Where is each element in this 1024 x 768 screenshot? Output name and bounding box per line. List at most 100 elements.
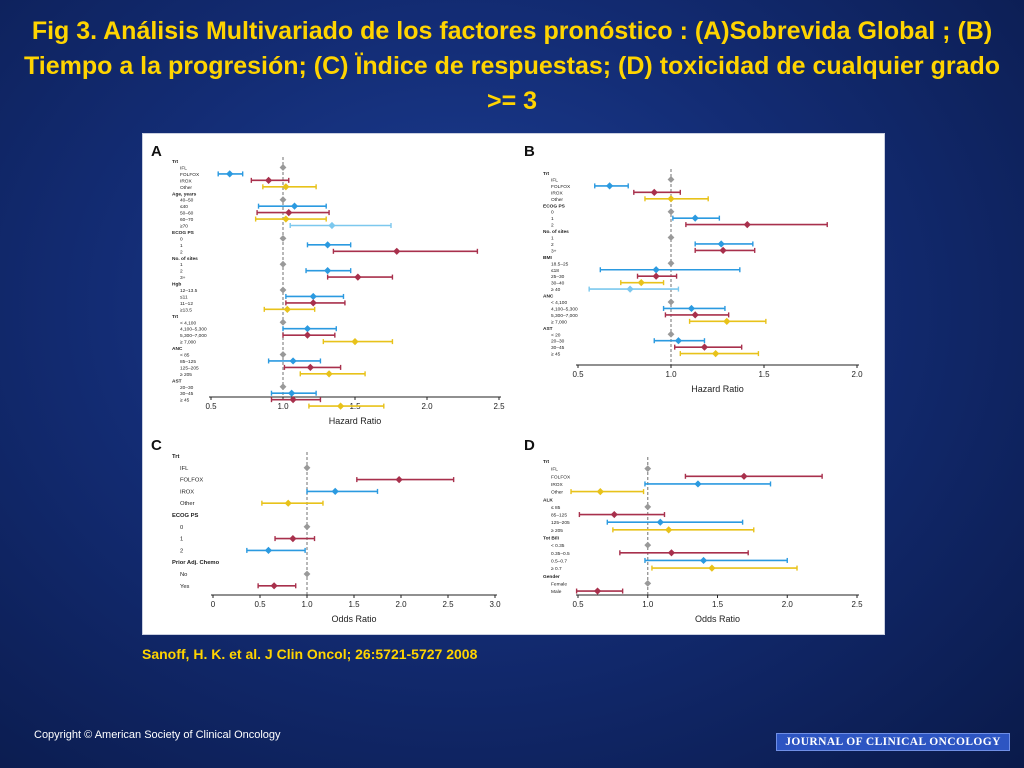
panel-c-group-label: ECOG PS: [172, 513, 199, 519]
panel-b-estimate-point: [667, 298, 675, 306]
panel-a-row-label: ≥ 45: [180, 398, 190, 404]
panel-b-estimate-point: [652, 266, 660, 274]
panel-a-group-label: ANC: [172, 346, 183, 352]
panel-d-group-label: ALK: [543, 497, 553, 503]
panel-b-group-label: No. of sites: [543, 229, 569, 235]
panel-b-row-label: 3+: [551, 248, 557, 254]
panel-a-group-label: No. of sites: [172, 256, 198, 262]
panel-a-row-label: 20–30: [180, 385, 194, 391]
panel-b-group-label: AST: [543, 326, 553, 332]
panel-d-row-label: FOLFOX: [551, 474, 571, 480]
panel-b-estimate-point: [743, 221, 751, 229]
panel-c-tick-label: 0: [211, 600, 216, 609]
panel-a-estimate-point: [289, 357, 297, 365]
panel-c-estimate-point: [264, 546, 273, 554]
panel-d-row-label: Female: [551, 581, 567, 587]
panel-c-row-label: No: [180, 572, 187, 578]
panel-b-row-label: 30–45: [551, 345, 565, 351]
panel-b-row-label: 1: [551, 216, 554, 222]
panel-a-row-label: 2: [180, 249, 183, 255]
panel-d-estimate-point: [644, 503, 652, 511]
panel-b-group-label: ANC: [543, 294, 554, 300]
panel-d-row-label: 85–125: [551, 513, 567, 519]
panel-a-row-label: 11–12: [180, 301, 193, 307]
panel-a-estimate-point: [309, 292, 317, 301]
panel-b-estimate-point: [712, 350, 720, 358]
panel-b-row-label: 20–30: [551, 339, 565, 345]
panel-b-row-label: 18.5–25: [551, 261, 569, 267]
panel-a-row-label: ≥ 205: [180, 372, 192, 378]
panel-a-estimate-point: [285, 209, 293, 217]
panel-a-estimate-point: [289, 396, 297, 404]
panel-d-letter: D: [524, 437, 535, 454]
panel-b-row-label: 1: [551, 236, 554, 242]
panel-d-tick-label: 2.5: [851, 600, 863, 609]
panel-c-tick-label: 2.5: [442, 600, 454, 609]
panel-a-estimate-point: [283, 305, 291, 313]
panel-a-estimate-point: [325, 370, 333, 378]
panel-b-estimate-point: [717, 240, 725, 248]
panel-b-estimate-point: [667, 208, 675, 216]
panel-d-row-label: Male: [551, 589, 562, 595]
panel-a-row-label: 5,300–7,000: [180, 333, 207, 339]
panel-a-estimate-point: [328, 221, 336, 230]
panel-d-estimate-point: [708, 564, 716, 572]
panel-b-row-label: < 4,100: [551, 300, 567, 306]
panel-c-group-label: Trt: [172, 454, 179, 460]
panel-b-row-label: 30–40: [551, 281, 565, 287]
panel-b-group-label: Trt: [543, 171, 550, 177]
panel-b-estimate-point: [723, 317, 731, 325]
panel-b-group-label: BMI: [543, 255, 552, 261]
panel-b-x-label: Hazard Ratio: [691, 384, 744, 394]
panel-c-x-label: Odds Ratio: [331, 614, 376, 624]
panel-a-estimate-point: [265, 176, 273, 184]
panel-d-row-label: 125–205: [551, 520, 570, 526]
panel-b-row-label: FOLFOX: [551, 184, 571, 190]
citation: Sanoff, H. K. et al. J Clin Oncol; 26:57…: [142, 646, 478, 662]
panel-b-estimate-point: [687, 304, 696, 313]
panel-a-row-label: 3+: [180, 275, 186, 281]
panel-c-tick-label: 3.0: [489, 600, 501, 609]
panel-a-estimate-point: [324, 241, 332, 249]
panel-b-estimate-point: [691, 214, 699, 222]
panel-c-row-label: Yes: [180, 584, 190, 590]
panel-b-estimate-point: [626, 285, 634, 293]
panel-d-row-label: ≤ 85: [551, 505, 561, 511]
panel-a-estimate-point: [324, 267, 332, 275]
panel-b-row-label: ≤18: [551, 268, 559, 274]
panel-d-estimate-point: [596, 488, 604, 496]
panel-a-estimate-point: [279, 351, 287, 358]
panel-d-estimate-point: [644, 580, 652, 587]
panel-a-row-label: ≥ 7,000: [180, 340, 196, 346]
panel-c-estimate-point: [303, 523, 311, 531]
panel-a-estimate-point: [351, 338, 359, 346]
panel-d-estimate-point: [694, 480, 702, 488]
panel-d-estimate-point: [665, 526, 673, 534]
panel-d-tick-label: 1.0: [642, 600, 654, 609]
panel-b-row-label: 2: [551, 242, 554, 248]
panel-b-tick-label: 1.5: [758, 370, 770, 379]
panel-a-row-label: 4,100–5,300: [180, 327, 207, 333]
panel-c-estimate-point: [284, 499, 292, 507]
panel-b-estimate-point: [667, 195, 675, 203]
panel-d-row-label: IROX: [551, 482, 564, 488]
panel-a-row-label: 60–70: [180, 217, 194, 223]
panel-a-group-label: Age, years: [172, 191, 197, 197]
panel-c-tick-label: 2.0: [395, 600, 407, 609]
panel-b-row-label: ≥ 40: [551, 287, 561, 293]
panel-b-row-label: Other: [551, 197, 563, 203]
panel-b-row-label: ≥ 45: [551, 352, 561, 358]
panel-c-row-label: IFL: [180, 466, 189, 472]
panel-a-row-label: 1: [180, 243, 183, 249]
panel-d-estimate-point: [644, 465, 652, 473]
panel-a-estimate-point: [303, 325, 312, 333]
panel-a-row-label: 50–60: [180, 211, 194, 217]
panel-b-tick-label: 1.0: [665, 370, 677, 379]
panel-a-row-label: ≤40: [180, 204, 188, 210]
panel-b-estimate-point: [700, 343, 709, 351]
panel-a-letter: A: [151, 143, 162, 160]
panel-d-estimate-point: [644, 541, 652, 549]
panel-a-tick-label: 0.5: [205, 402, 217, 411]
